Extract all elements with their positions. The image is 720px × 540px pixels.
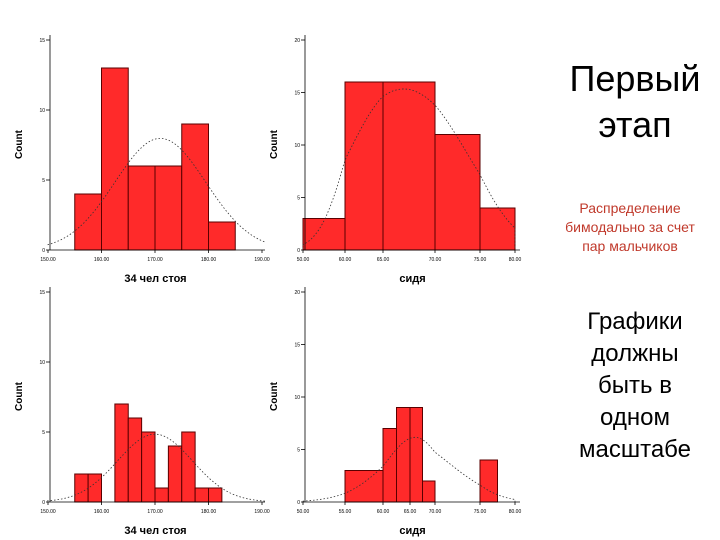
x-tick-label: 180.00: [201, 509, 217, 515]
x-tick-label: 75.00: [474, 509, 487, 515]
y-tick-label: 10: [294, 143, 300, 149]
histogram-bar: [167, 445, 183, 503]
histogram-bar: [114, 403, 129, 503]
y-axis-label: Count: [14, 381, 25, 411]
y-tick-label: 10: [39, 360, 45, 366]
x-tick-label: 80.00: [509, 257, 522, 263]
distribution-note-line: бимодально за счет: [565, 219, 695, 235]
scale-note-line: Графики: [587, 308, 683, 335]
y-axis-label: Count: [14, 129, 25, 159]
y-tick-label: 5: [297, 196, 300, 202]
x-tick-label: 50.00: [297, 257, 310, 263]
y-tick-label: 10: [294, 395, 300, 401]
histogram-bar: [479, 207, 516, 251]
scale-note-line: быть в: [598, 372, 672, 399]
histogram-bar: [344, 470, 384, 503]
normal-curve: [302, 88, 516, 249]
x-tick-label: 65.00: [404, 509, 417, 515]
histogram-bar: [101, 67, 129, 251]
x-tick-label: 190.00: [254, 509, 270, 515]
x-tick-label: 65.00: [377, 257, 390, 263]
histogram-bar: [141, 431, 156, 503]
histogram-bar: [181, 123, 209, 251]
histogram-bar: [181, 431, 196, 503]
y-tick-label: 15: [39, 38, 45, 44]
x-tick-label: 150.00: [40, 509, 56, 515]
histogram-bar: [396, 407, 411, 503]
histogram-bar: [74, 193, 102, 251]
x-axis-label: сидя: [399, 273, 425, 285]
x-tick-label: 75.00: [474, 257, 487, 263]
x-axis-label: 34 чел стоя: [124, 525, 186, 537]
histogram-bar: [194, 487, 209, 503]
histogram-bar: [422, 480, 436, 503]
y-tick-label: 20: [294, 38, 300, 44]
y-tick-label: 0: [297, 500, 300, 506]
x-tick-label: 60.00: [377, 509, 390, 515]
histogram-bar: [208, 487, 223, 503]
y-tick-label: 5: [42, 178, 45, 184]
x-tick-label: 180.00: [201, 257, 217, 263]
histogram-bar: [74, 473, 89, 503]
x-axis-label: сидя: [399, 525, 425, 537]
histogram-bar: [302, 218, 346, 251]
x-tick-label: 70.00: [429, 257, 442, 263]
scale-note: Графики должны быть в одном масштабе: [570, 306, 700, 466]
histogram-bar: [434, 134, 481, 251]
normal-curve: [47, 137, 267, 246]
slide-title: Первый этап: [555, 56, 715, 148]
histogram-bar: [344, 81, 384, 251]
x-tick-label: 55.00: [339, 509, 352, 515]
y-tick-label: 0: [42, 500, 45, 506]
y-tick-label: 15: [294, 91, 300, 97]
x-tick-label: 160.00: [94, 257, 110, 263]
histogram-bar: [409, 407, 423, 503]
histogram-bar: [154, 165, 183, 251]
x-tick-label: 50.00: [297, 509, 310, 515]
distribution-note-line: Распределение: [579, 200, 681, 216]
y-tick-label: 5: [297, 448, 300, 454]
x-tick-label: 170.00: [147, 509, 163, 515]
x-axis-label: 34 чел стоя: [124, 273, 186, 285]
y-tick-label: 15: [39, 290, 45, 296]
distribution-note: Распределение бимодально за счет пар мал…: [548, 199, 712, 256]
y-tick-label: 5: [42, 430, 45, 436]
scale-note-line: масштабе: [579, 436, 691, 463]
scale-note-line: одном: [600, 404, 670, 431]
distribution-note-line: пар мальчиков: [582, 238, 678, 254]
y-tick-label: 20: [294, 290, 300, 296]
histogram-bar: [382, 81, 436, 251]
y-tick-label: 0: [297, 248, 300, 254]
x-tick-label: 60.00: [339, 257, 352, 263]
x-tick-label: 160.00: [94, 509, 110, 515]
histogram-bar: [479, 459, 498, 503]
histogram-bar: [382, 428, 397, 503]
y-axis-label: Count: [269, 381, 280, 411]
histogram-bar: [154, 487, 169, 503]
y-axis-label: Count: [269, 129, 280, 159]
x-tick-label: 70.00: [429, 509, 442, 515]
histogram-bar: [127, 417, 143, 503]
x-tick-label: 170.00: [147, 257, 163, 263]
y-tick-label: 15: [294, 343, 300, 349]
y-tick-label: 0: [42, 248, 45, 254]
y-tick-label: 10: [39, 108, 45, 114]
scale-note-line: должны: [591, 340, 679, 367]
histogram-bar: [127, 165, 156, 251]
slide-title-line: этап: [598, 104, 672, 145]
x-tick-label: 190.00: [254, 257, 270, 263]
x-tick-label: 150.00: [40, 257, 56, 263]
histogram-bar: [87, 473, 102, 503]
slide-title-line: Первый: [569, 58, 701, 99]
x-tick-label: 80.00: [509, 509, 522, 515]
histogram-bar: [208, 221, 236, 251]
